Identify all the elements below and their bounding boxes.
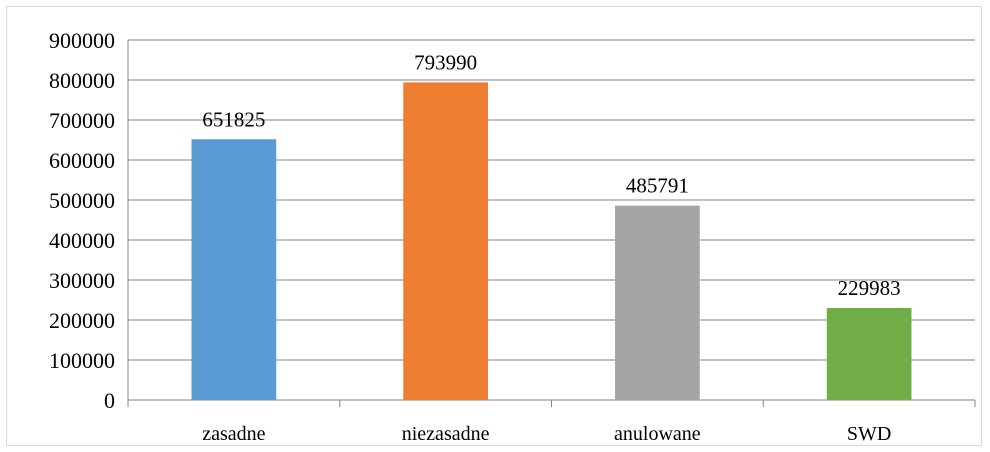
x-category-label: anulowane — [614, 423, 701, 445]
y-tick-label: 400000 — [49, 228, 115, 253]
x-category-label: zasadne — [202, 423, 265, 445]
data-label: 651825 — [202, 107, 265, 131]
y-tick-label: 300000 — [49, 268, 115, 293]
bar-niezasadne — [403, 82, 488, 401]
x-category-label: SWD — [847, 423, 891, 445]
y-tick-label: 0 — [104, 388, 115, 413]
bar-zasadne — [191, 139, 277, 400]
y-tick-label: 600000 — [49, 148, 115, 173]
data-label: 485791 — [626, 174, 689, 198]
chart-frame — [6, 6, 982, 446]
y-tick-label: 800000 — [49, 68, 115, 93]
data-label: 793990 — [414, 50, 477, 74]
data-label: 229983 — [838, 276, 901, 300]
y-tick-label: 700000 — [49, 108, 115, 133]
y-tick-label: 100000 — [49, 348, 115, 373]
y-tick-label: 200000 — [49, 308, 115, 333]
bar-anulowane — [615, 205, 700, 400]
y-tick-label: 500000 — [49, 188, 115, 213]
bar-swd — [826, 308, 912, 400]
y-tick-label: 900000 — [49, 28, 115, 53]
x-category-label: niezasadne — [402, 423, 490, 445]
